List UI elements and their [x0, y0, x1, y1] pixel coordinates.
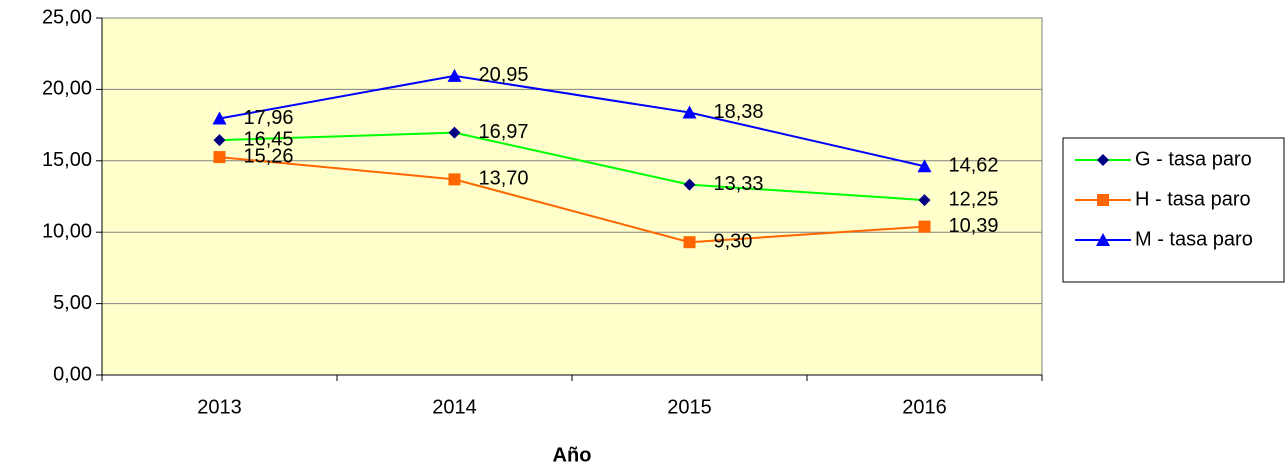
- y-tick-label: 5,00: [53, 292, 92, 314]
- data-label: 9,30: [714, 230, 753, 252]
- marker: [447, 68, 462, 82]
- marker: [683, 236, 696, 249]
- marker: [212, 111, 227, 125]
- legend-box: [1062, 137, 1285, 283]
- x-axis-title: Año: [553, 444, 592, 466]
- marker: [683, 178, 696, 191]
- data-label: 15,26: [244, 145, 294, 167]
- series-line: [219, 74, 925, 168]
- data-label: 12,25: [949, 188, 999, 210]
- marker: [917, 159, 932, 173]
- data-label: 16,97: [479, 121, 529, 143]
- plot-area: [102, 18, 1042, 375]
- marker: [448, 173, 461, 186]
- data-label: 18,38: [714, 101, 764, 123]
- x-tick-label: 2016: [902, 396, 947, 418]
- marker: [213, 134, 226, 147]
- data-label: 17,96: [244, 107, 294, 129]
- y-tick-label: 10,00: [42, 220, 92, 242]
- legend-label: M - tasa paro: [1135, 228, 1253, 250]
- marker: [213, 151, 226, 164]
- data-label: 13,70: [479, 168, 529, 190]
- y-tick-label: 20,00: [42, 78, 92, 100]
- data-label: 16,45: [244, 128, 294, 150]
- data-label: 10,39: [949, 215, 999, 237]
- data-label: 20,95: [479, 64, 529, 86]
- x-tick-label: 2013: [197, 396, 242, 418]
- legend: G - tasa paro H - tasa paro M - tasa paro: [1062, 137, 1285, 283]
- marker: [1096, 233, 1110, 246]
- y-tick-label: 0,00: [53, 363, 92, 385]
- x-tick-label: 2014: [432, 396, 477, 418]
- marker: [682, 105, 697, 119]
- series-line: [219, 131, 925, 202]
- marker: [1097, 154, 1109, 166]
- marker: [918, 194, 931, 207]
- data-label: 13,33: [714, 173, 764, 195]
- y-tick-label: 25,00: [42, 6, 92, 28]
- legend-label: G - tasa paro: [1135, 148, 1252, 170]
- x-tick-label: 2015: [667, 396, 712, 418]
- marker: [918, 220, 931, 233]
- marker: [448, 126, 461, 139]
- legend-label: H - tasa paro: [1135, 188, 1251, 210]
- series-line: [219, 156, 925, 244]
- marker: [1097, 194, 1109, 206]
- y-tick-label: 15,00: [42, 149, 92, 171]
- data-label: 14,62: [949, 155, 999, 177]
